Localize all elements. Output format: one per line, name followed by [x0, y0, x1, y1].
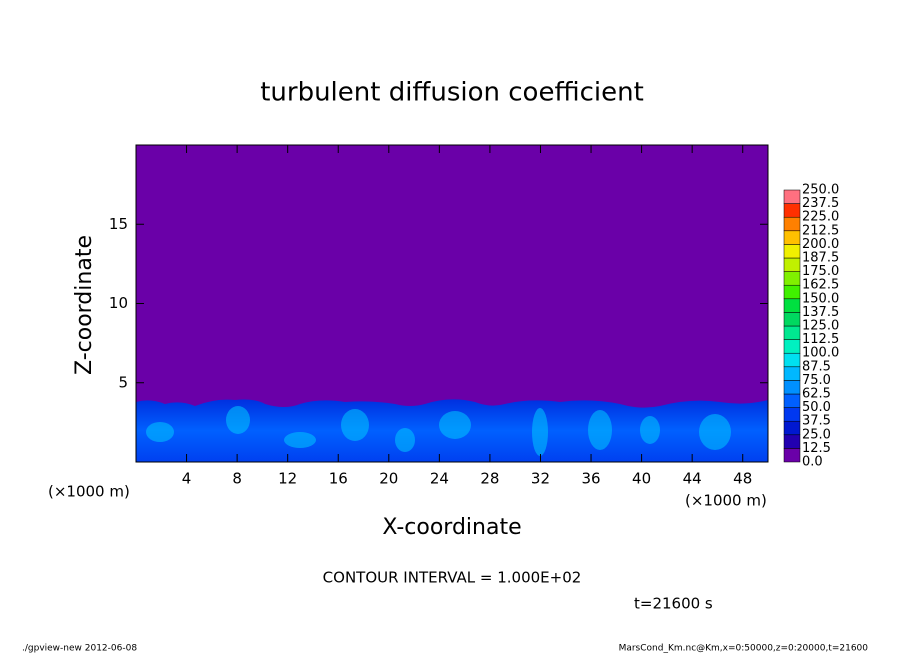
- colorbar-label: 250.0: [802, 183, 839, 198]
- colorbar-band: [783, 244, 801, 259]
- colorbar-band: [783, 434, 801, 449]
- x-tick-label: 48: [733, 470, 752, 488]
- x-tick-label: 24: [430, 470, 449, 488]
- colorbar-label: 237.5: [802, 196, 839, 211]
- x-tick-label: 12: [278, 470, 297, 488]
- colorbar-band: [783, 216, 801, 232]
- colorbar-label: 12.5: [802, 441, 831, 456]
- footer-right: MarsCond_Km.nc@Km,x=0:50000,z=0:20000,t=…: [619, 644, 869, 654]
- colorbar-band: [783, 325, 801, 340]
- colorbar-band: [783, 352, 801, 368]
- chart-title: turbulent diffusion coefficient: [260, 78, 644, 108]
- x-tick-label: 40: [632, 470, 651, 488]
- x-tick-label: 32: [531, 470, 550, 488]
- colorbar-band: [783, 420, 801, 436]
- colorbar-label: 162.5: [802, 278, 839, 293]
- colorbar-label: 75.0: [802, 373, 831, 388]
- colorbar-label: 175.0: [802, 264, 839, 279]
- colorbar-label: 212.5: [802, 223, 839, 238]
- colorbar-band: [783, 298, 801, 313]
- colorbar-label: 137.5: [802, 305, 839, 320]
- colorbar-label: 125.0: [802, 319, 839, 334]
- colorbar-band: [783, 393, 801, 408]
- x-tick-label: 20: [379, 470, 398, 488]
- colorbar-label: 200.0: [802, 237, 839, 252]
- time-label: t=21600 s: [634, 595, 713, 613]
- x-tick-label: 44: [683, 470, 702, 488]
- colorbar-label: 37.5: [802, 414, 831, 429]
- colorbar-band: [783, 366, 801, 381]
- x-tick-label: 4: [182, 470, 192, 488]
- y-tick-label: 10: [109, 294, 128, 312]
- y-tick-label: 5: [118, 373, 128, 391]
- footer-left: ./gpview-new 2012-06-08: [22, 644, 137, 654]
- field: [136, 145, 768, 462]
- colorbar-band: [783, 271, 801, 286]
- x-unit-right: (×1000 m): [685, 492, 767, 510]
- colorbar-band: [783, 380, 801, 395]
- x-tick-label: 8: [232, 470, 242, 488]
- colorbar-band: [783, 230, 801, 245]
- x-unit-left: (×1000 m): [48, 483, 130, 501]
- colorbar-label: 225.0: [802, 210, 839, 225]
- colorbar-label: 62.5: [802, 387, 831, 402]
- colorbar-band: [783, 339, 801, 354]
- x-tick-label: 16: [329, 470, 348, 488]
- colorbar-label: 112.5: [802, 332, 839, 347]
- x-tick-label: 36: [581, 470, 600, 488]
- colorbar-label: 50.0: [802, 400, 831, 415]
- x-tick-label: 28: [480, 470, 499, 488]
- y-axis-label: Z-coordinate: [72, 235, 97, 375]
- colorbar-label: 0.0: [802, 455, 823, 470]
- colorbar-band: [783, 203, 801, 218]
- colorbar-band: [783, 189, 801, 204]
- colorbar-label: 25.0: [802, 427, 831, 442]
- x-axis-label: X-coordinate: [382, 515, 521, 540]
- colorbar-band: [783, 312, 801, 327]
- colorbar-band: [783, 257, 801, 272]
- colorbar-label: 100.0: [802, 346, 839, 361]
- colorbar-label: 187.5: [802, 251, 839, 266]
- colorbar-label: 87.5: [802, 359, 831, 374]
- field-plumes: [146, 406, 731, 456]
- colorbar-label: 150.0: [802, 291, 839, 306]
- colorbar-band: [783, 284, 801, 300]
- y-tick-label: 15: [109, 215, 128, 233]
- contour-interval: CONTOUR INTERVAL = 1.000E+02: [323, 569, 582, 587]
- colorbar-band: [783, 407, 801, 422]
- colorbar-band: [783, 448, 801, 463]
